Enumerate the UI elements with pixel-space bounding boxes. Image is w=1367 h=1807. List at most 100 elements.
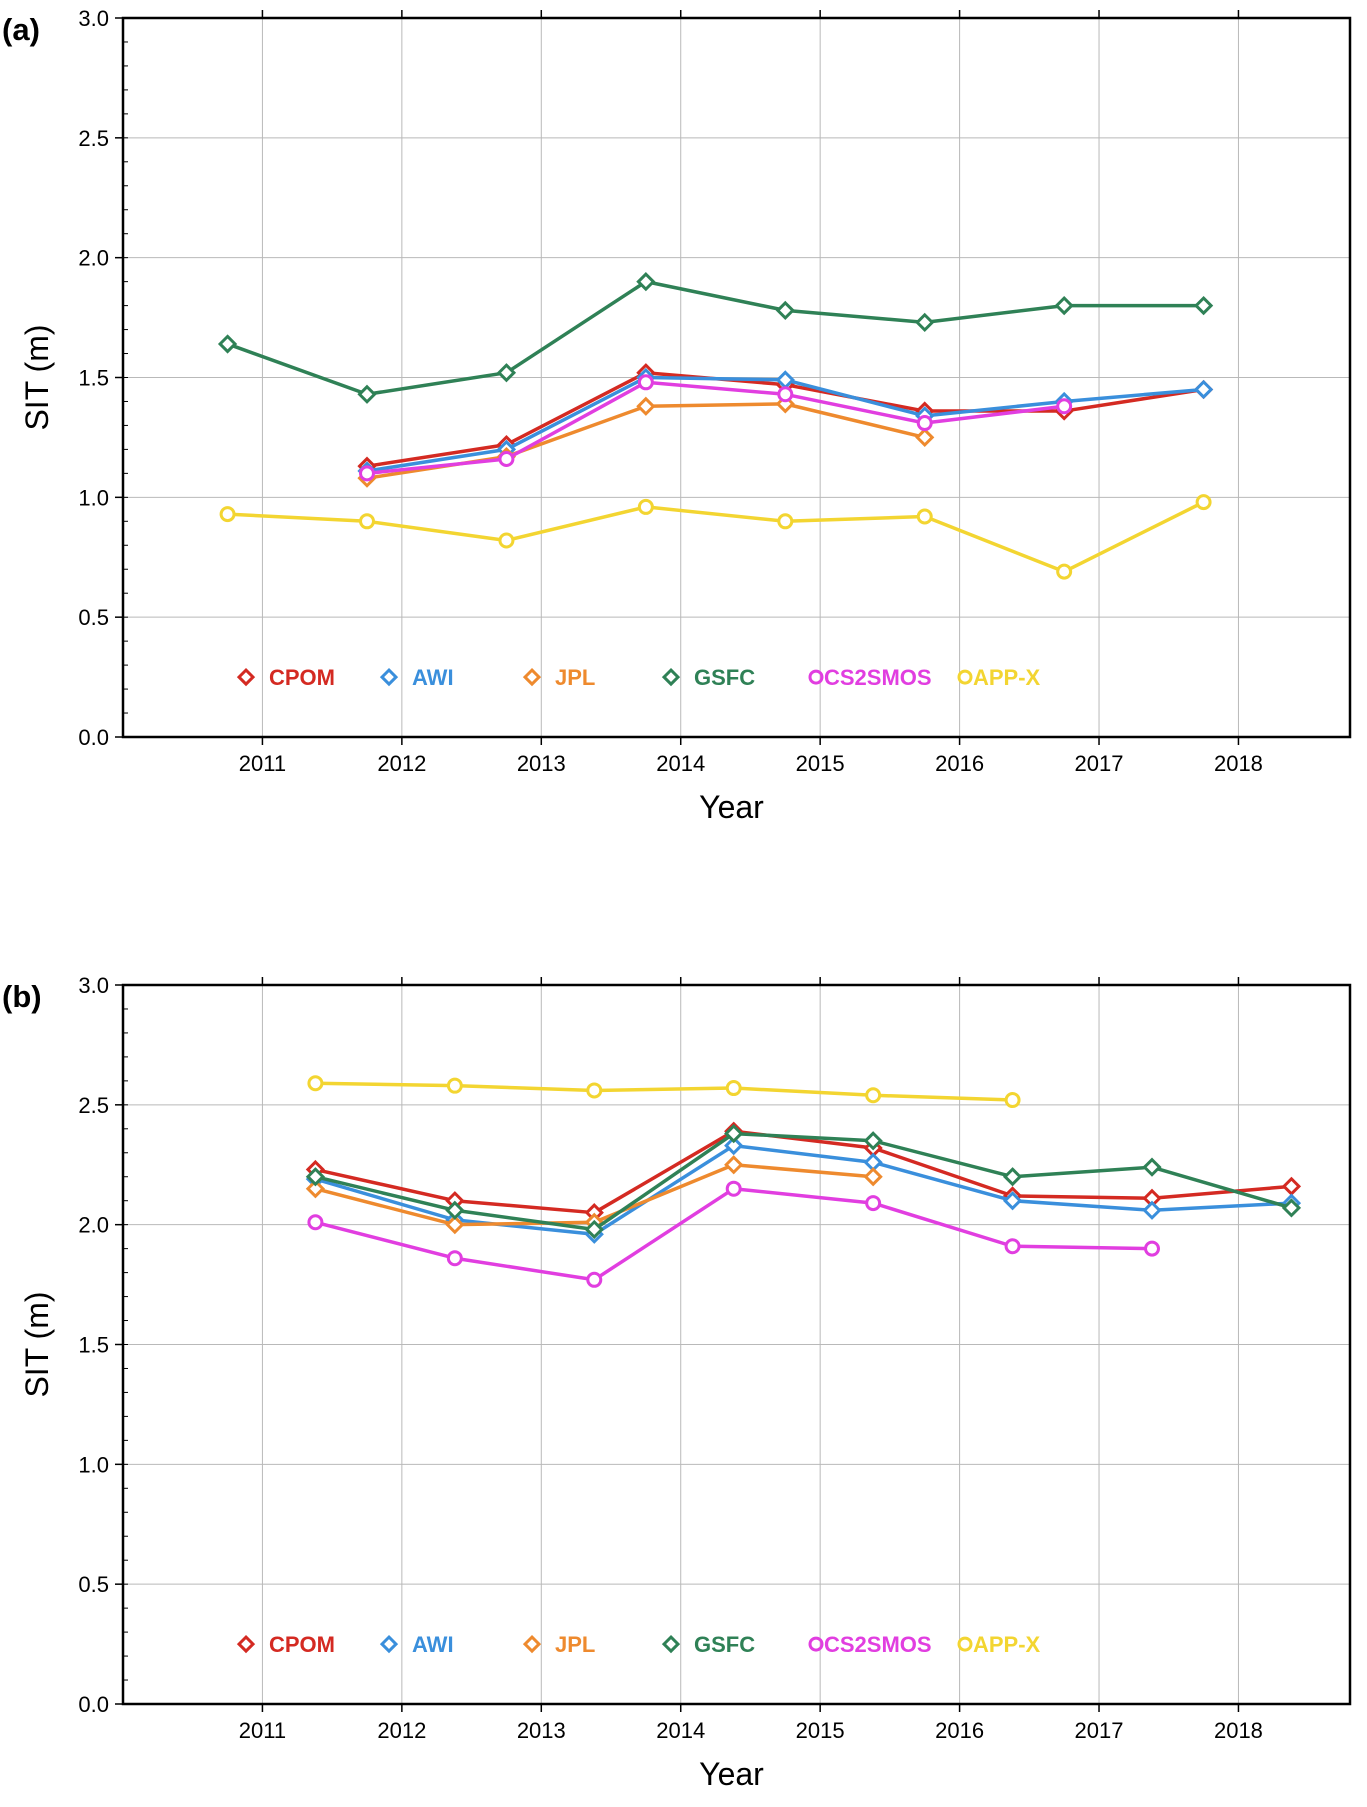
- data-point: [1281, 1198, 1302, 1218]
- series-line: [315, 1081, 1013, 1102]
- data-point: [915, 312, 935, 332]
- legend-label: APP-X: [973, 1632, 1041, 1657]
- data-point: [916, 415, 933, 432]
- data-point: [1193, 295, 1214, 316]
- legend-item: AWI: [379, 665, 454, 690]
- legend-marker-circle-icon: [808, 669, 824, 685]
- data-point: [498, 450, 515, 467]
- data-point: [1004, 1238, 1021, 1255]
- legend: CPOM AWI JPL GSFC CS2SMOS APP-X: [236, 665, 1041, 690]
- data-point: [217, 334, 238, 354]
- panel-label: (b): [2, 979, 42, 1014]
- x-axis-title: Year: [699, 1756, 764, 1792]
- data-point: [865, 1195, 882, 1212]
- data-point: [1144, 1240, 1161, 1257]
- x-tick-label: 2017: [1075, 751, 1124, 776]
- data-point: [586, 1082, 603, 1099]
- x-tick-label: 2014: [656, 1718, 705, 1743]
- legend-label: CPOM: [269, 665, 335, 690]
- series-app-x: [219, 494, 1212, 580]
- legend-label: GSFC: [694, 665, 755, 690]
- data-point: [584, 1219, 604, 1240]
- legend-label: AWI: [412, 1632, 454, 1657]
- legend-marker-diamond-icon: [661, 1634, 681, 1654]
- x-tick-label: 2014: [656, 751, 705, 776]
- y-tick-label: 0.0: [78, 725, 109, 750]
- series-app-x: [307, 1075, 1021, 1109]
- legend-item: AWI: [379, 1632, 454, 1657]
- data-point: [637, 498, 654, 515]
- legend-item: CPOM: [236, 665, 335, 690]
- legend-marker-circle-icon: [808, 1636, 824, 1652]
- series-cs2smos: [307, 1180, 1161, 1288]
- y-tick-label: 3.0: [78, 6, 109, 31]
- legend: CPOM AWI JPL GSFC CS2SMOS APP-X: [236, 1632, 1041, 1657]
- legend-item: JPL: [522, 1632, 595, 1657]
- legend-marker-diamond-icon: [379, 667, 399, 687]
- legend-marker-diamond-icon: [661, 667, 681, 687]
- data-point: [359, 513, 376, 530]
- legend-label: GSFC: [694, 1632, 755, 1657]
- legend-label: CS2SMOS: [824, 1632, 932, 1657]
- series-gsfc: [217, 272, 1214, 404]
- data-point: [724, 1123, 744, 1144]
- data-point: [496, 363, 517, 383]
- data-point: [725, 1180, 742, 1197]
- legend-item: CPOM: [236, 1632, 335, 1657]
- legend-label: JPL: [555, 1632, 595, 1657]
- x-tick-label: 2015: [796, 1718, 845, 1743]
- y-tick-label: 3.0: [78, 973, 109, 998]
- y-tick-label: 1.5: [78, 1333, 109, 1358]
- series-line: [315, 1129, 1292, 1215]
- data-point: [307, 1214, 324, 1231]
- data-point: [446, 1250, 463, 1267]
- data-point: [637, 374, 654, 391]
- legend-label: JPL: [555, 665, 595, 690]
- x-tick-label: 2016: [935, 751, 984, 776]
- x-tick-label: 2012: [377, 751, 426, 776]
- panel-label: (a): [2, 12, 40, 47]
- series-jpl: [357, 394, 935, 488]
- data-point: [724, 1135, 744, 1156]
- data-point: [359, 465, 376, 482]
- legend-item: GSFC: [661, 665, 755, 690]
- x-tick-label: 2011: [239, 1718, 286, 1743]
- legend-label: CS2SMOS: [824, 665, 932, 690]
- data-point: [1142, 1200, 1162, 1220]
- x-tick-label: 2012: [377, 1718, 426, 1743]
- data-point: [636, 396, 656, 416]
- legend-marker-diamond-icon: [236, 1634, 256, 1654]
- data-point: [307, 1075, 324, 1092]
- series-gsfc: [305, 1123, 1302, 1240]
- data-point: [305, 1167, 326, 1187]
- legend-marker-diamond-icon: [522, 667, 542, 687]
- legend-item: CS2SMOS: [808, 665, 932, 690]
- data-point: [1193, 379, 1214, 400]
- data-point: [724, 1155, 744, 1175]
- data-point: [1195, 494, 1212, 511]
- data-point: [357, 384, 377, 404]
- data-point: [1002, 1167, 1023, 1187]
- y-tick-label: 2.0: [78, 1213, 109, 1238]
- data-point: [777, 513, 794, 530]
- legend-item: GSFC: [661, 1632, 755, 1657]
- data-point: [498, 532, 515, 549]
- y-tick-label: 0.5: [78, 605, 109, 630]
- series-line: [366, 380, 1065, 476]
- y-tick-label: 2.5: [78, 126, 109, 151]
- data-point: [1054, 295, 1074, 316]
- x-tick-label: 2015: [796, 751, 845, 776]
- y-tick-label: 1.0: [78, 485, 109, 510]
- y-tick-label: 0.0: [78, 1692, 109, 1717]
- x-tick-label: 2018: [1214, 1718, 1263, 1743]
- y-tick-label: 0.5: [78, 1572, 109, 1597]
- data-point: [1002, 1191, 1023, 1211]
- legend-item: CS2SMOS: [808, 1632, 932, 1657]
- data-point: [219, 506, 236, 523]
- data-point: [636, 272, 656, 292]
- data-point: [916, 508, 933, 525]
- x-tick-label: 2018: [1214, 751, 1263, 776]
- legend-label: APP-X: [973, 665, 1041, 690]
- series-line: [226, 279, 1204, 397]
